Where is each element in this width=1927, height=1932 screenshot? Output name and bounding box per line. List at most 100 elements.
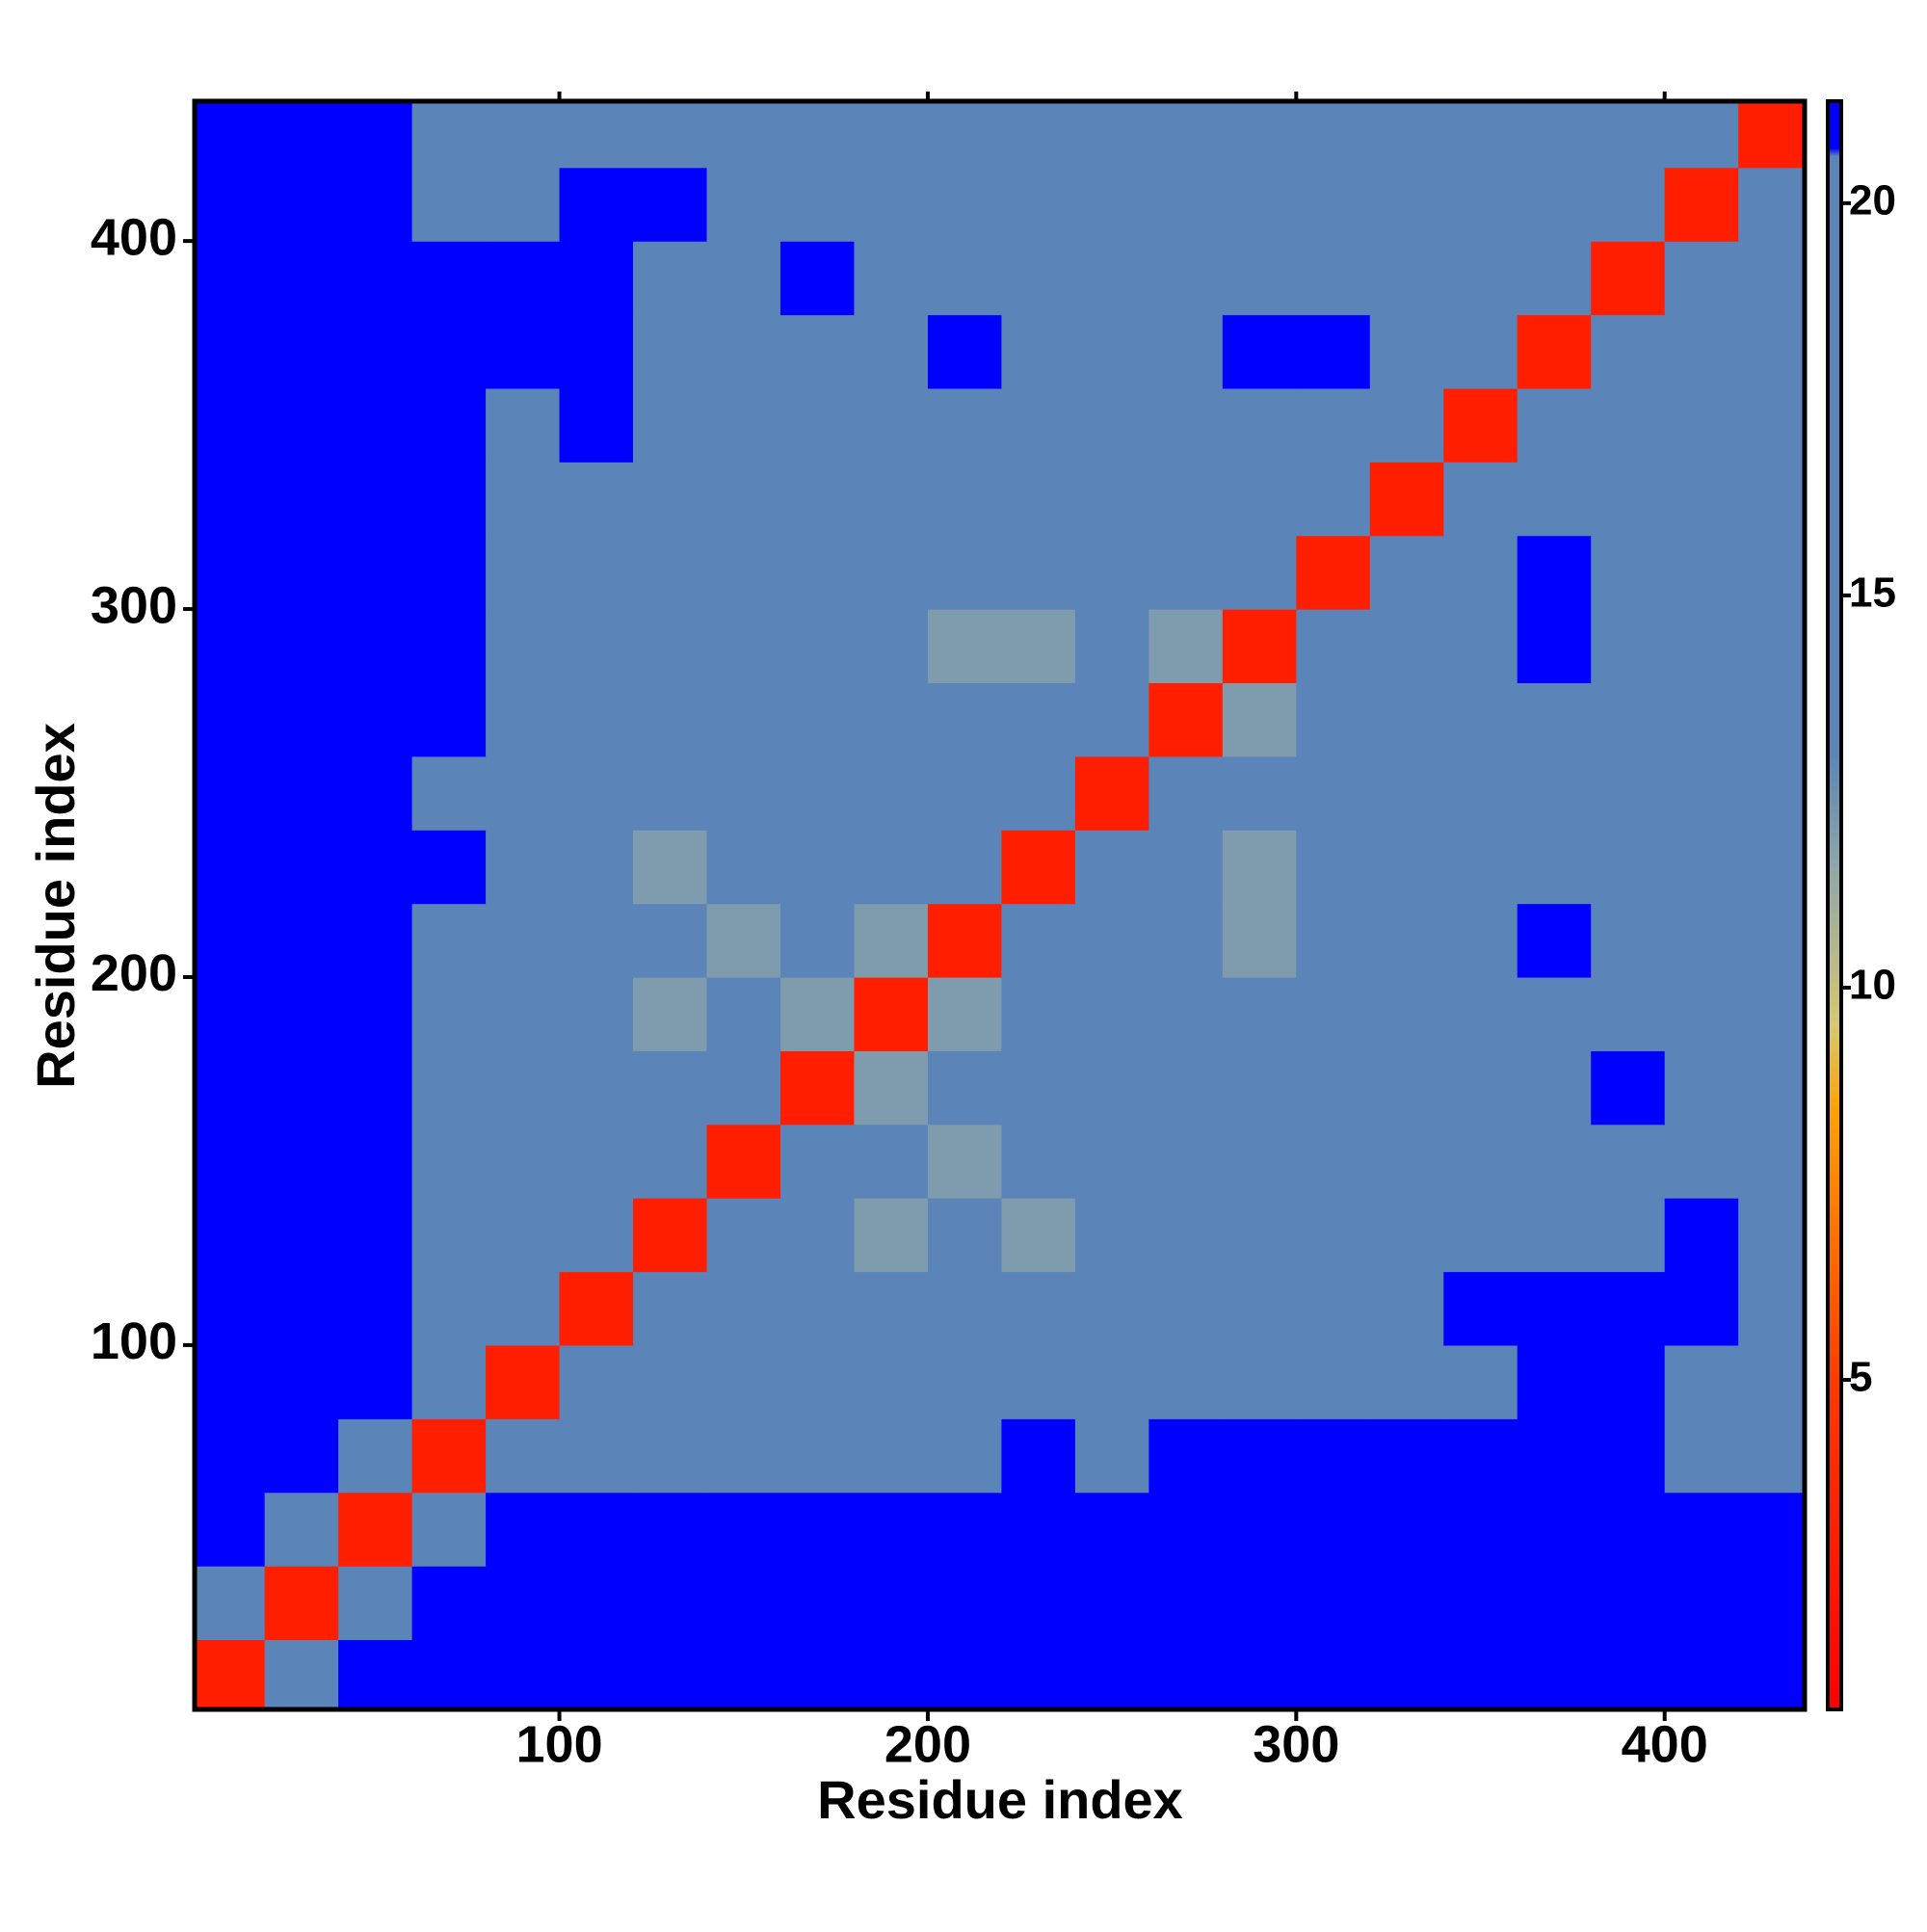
heatmap-cell (559, 1344, 634, 1419)
heatmap-cell (633, 1566, 708, 1641)
heatmap-cell (559, 462, 634, 537)
heatmap-cell (1591, 682, 1666, 757)
heatmap-cell (1738, 167, 1806, 242)
y-tick-label: 100 (91, 1312, 177, 1370)
heatmap-cell (1074, 1198, 1149, 1273)
heatmap-cell (1148, 903, 1224, 978)
heatmap-cell (195, 755, 266, 831)
heatmap-cell (633, 903, 708, 978)
heatmap-cell (264, 1418, 339, 1494)
heatmap-cell (559, 755, 634, 831)
heatmap-cell (264, 101, 339, 169)
heatmap-cell (411, 314, 487, 389)
heatmap-cell (1001, 462, 1076, 537)
heatmap-cell (195, 1566, 266, 1641)
heatmap-cell (927, 1639, 1003, 1710)
heatmap-cell (1001, 1492, 1076, 1567)
heatmap-cell (411, 976, 487, 1051)
heatmap-cell (264, 314, 339, 389)
heatmap-cell (264, 1492, 339, 1567)
heatmap-cell (1664, 1566, 1739, 1641)
heatmap-cell (1296, 1639, 1371, 1710)
heatmap-cell (779, 903, 856, 978)
heatmap-cell (1369, 1124, 1444, 1199)
heatmap-cell (1738, 241, 1806, 316)
heatmap-cell (1222, 1418, 1297, 1494)
heatmap-cell (1738, 101, 1806, 169)
heatmap-cell (559, 387, 634, 463)
heatmap-cell (706, 830, 781, 905)
heatmap-cell (779, 535, 856, 610)
heatmap-cell (411, 535, 487, 610)
heatmap-cell (1369, 535, 1444, 610)
plot-frame (192, 98, 1808, 1712)
heatmap-cell (1148, 682, 1224, 757)
heatmap-cell (1591, 241, 1666, 316)
heatmap-cell (1369, 241, 1444, 316)
heatmap-cell (779, 976, 856, 1051)
heatmap-cell (486, 830, 561, 905)
x-tick-label: 400 (1622, 1715, 1708, 1773)
heatmap-cell (1517, 535, 1592, 610)
heatmap-cell (854, 1344, 929, 1419)
heatmap-cell (486, 314, 561, 389)
heatmap-cell (195, 314, 266, 389)
heatmap-cell (1738, 903, 1806, 978)
heatmap-cell (1517, 755, 1592, 831)
heatmap-cell (1517, 1198, 1592, 1273)
heatmap-cell (1738, 1124, 1806, 1199)
heatmap-cell (1369, 1492, 1444, 1567)
heatmap-cell (633, 535, 708, 610)
heatmap-cell (338, 241, 413, 316)
heatmap-cell (264, 1639, 339, 1710)
heatmap-cell (1296, 387, 1371, 463)
heatmap-cell (1369, 314, 1444, 389)
heatmap-cell (706, 755, 781, 831)
colorbar-tick-label: 15 (1849, 569, 1896, 617)
heatmap-cell (1074, 609, 1149, 684)
heatmap-cell (264, 1198, 339, 1273)
heatmap-cell (1443, 314, 1518, 389)
heatmap-cell (1443, 1566, 1518, 1641)
heatmap-cell (1738, 1198, 1806, 1273)
heatmap-cell (779, 1344, 856, 1419)
heatmap-cell (927, 1344, 1003, 1419)
heatmap-cell (1738, 755, 1806, 831)
heatmap-cell (195, 1050, 266, 1125)
heatmap-cell (706, 1566, 781, 1641)
heatmap-cell (1738, 1639, 1806, 1710)
heatmap-cell (1222, 1271, 1297, 1346)
heatmap-cell (1517, 609, 1592, 684)
heatmap-cell (411, 1050, 487, 1125)
heatmap-cell (338, 387, 413, 463)
x-tick-label: 100 (516, 1715, 603, 1773)
heatmap-cell (1591, 903, 1666, 978)
heatmap-cell (1369, 167, 1444, 242)
heatmap-cell (779, 314, 856, 389)
heatmap-cell (927, 167, 1003, 242)
heatmap-cell (195, 1271, 266, 1346)
heatmap-cell (927, 609, 1003, 684)
heatmap-cell (338, 1492, 413, 1567)
heatmap-cell (1222, 609, 1297, 684)
heatmap-cell (633, 1271, 708, 1346)
heatmap-cell (264, 1344, 339, 1419)
y-tick-label: 400 (91, 208, 177, 266)
heatmap-cell (1001, 1344, 1076, 1419)
heatmap-cell (1296, 976, 1371, 1051)
heatmap-cell (633, 241, 708, 316)
heatmap-cell (559, 241, 634, 316)
heatmap-cell (195, 1198, 266, 1273)
heatmap-cell (338, 1198, 413, 1273)
heatmap-cell (1296, 609, 1371, 684)
heatmap-cell (1738, 535, 1806, 610)
heatmap-cell (338, 1418, 413, 1494)
heatmap-cell (1222, 1566, 1297, 1641)
heatmap-cell (779, 1418, 856, 1494)
heatmap-cell (264, 462, 339, 537)
heatmap-cell (1517, 1566, 1592, 1641)
heatmap-cell (559, 1124, 634, 1199)
heatmap-cell (1591, 1124, 1666, 1199)
heatmap-cell (706, 462, 781, 537)
heatmap-cell (1148, 755, 1224, 831)
